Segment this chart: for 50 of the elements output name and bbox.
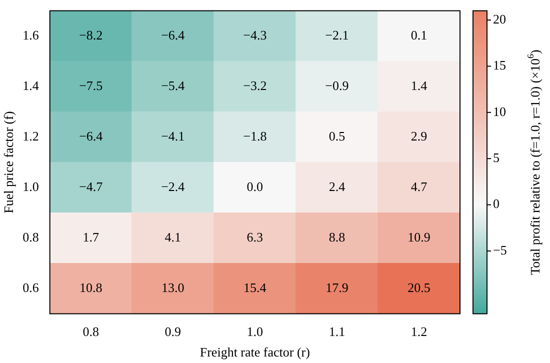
y-tick-label: 0.8 (22, 229, 39, 244)
color-bar-label: 15 (493, 58, 506, 73)
data-label: −0.9 (325, 78, 349, 93)
data-label: 4.7 (410, 178, 428, 194)
data-label: −1.8 (243, 128, 267, 144)
data-label: 2.4 (328, 178, 346, 194)
data-label: 15.4 (244, 280, 267, 295)
data-label: −6.4 (79, 128, 104, 144)
x-tick-label: 1.2 (410, 324, 428, 340)
data-label: 8.8 (328, 229, 346, 244)
y-tick-label: 1.6 (22, 27, 40, 42)
data-label: 10.9 (408, 229, 430, 244)
color-bar-label: 10 (493, 104, 506, 119)
data-label: 2.9 (410, 128, 428, 144)
data-label: 20.5 (408, 280, 430, 295)
y-tick-label: 1.4 (22, 78, 40, 93)
y-tick-label: 1.0 (22, 178, 39, 194)
data-label: −6.4 (161, 27, 186, 42)
color-bar-label: 20 (493, 11, 506, 26)
data-label: −4.1 (161, 128, 185, 144)
x-tick-label: 0.8 (82, 324, 99, 340)
data-label: 17.9 (326, 280, 348, 295)
data-label: −3.2 (243, 78, 267, 93)
data-label: −4.7 (79, 178, 104, 194)
data-label: −2.1 (325, 27, 349, 42)
data-label: 0.1 (410, 27, 428, 42)
data-label: 0.5 (328, 128, 346, 144)
data-label: 6.3 (246, 229, 264, 244)
x-tick-label: 1.1 (328, 324, 346, 340)
data-label: −2.4 (161, 178, 186, 194)
data-label: 1.4 (410, 78, 428, 93)
y-axis-title: Fuel price factor (f) (1, 111, 16, 214)
x-tick-label: 1.0 (246, 324, 264, 340)
x-axis-title: Freight rate factor (r) (200, 344, 310, 360)
data-label: −5.4 (161, 78, 186, 93)
color-bar-label: −5 (493, 242, 507, 258)
data-label: 10.8 (79, 280, 102, 295)
color-bar-label: 0 (493, 196, 500, 212)
data-label: 13.0 (162, 280, 184, 295)
data-label: 1.7 (82, 229, 100, 244)
data-label: −4.3 (243, 27, 267, 42)
x-tick-label: 0.9 (164, 324, 182, 340)
data-label: 0.0 (246, 178, 264, 194)
data-label: 4.1 (164, 229, 182, 244)
color-bar-title: Total profit relative to (f=1.0, r=1.0) (×106) (525, 50, 542, 275)
color-bar-label: 5 (493, 150, 500, 166)
data-label: −7.5 (79, 78, 103, 93)
data-label: −8.2 (79, 27, 103, 42)
y-tick-label: 1.2 (22, 128, 39, 144)
y-tick-label: 0.6 (22, 280, 40, 295)
